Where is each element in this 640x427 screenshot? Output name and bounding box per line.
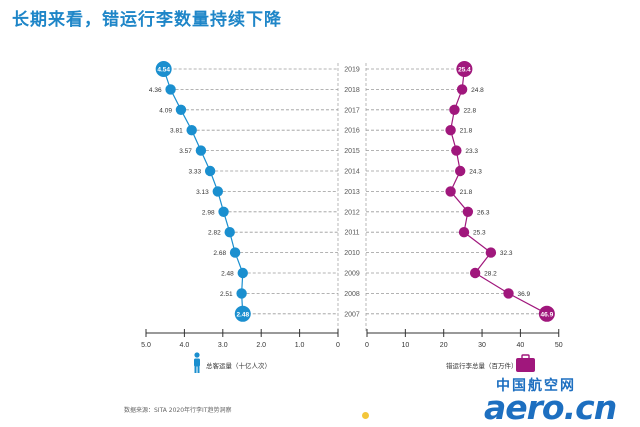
year-label: 2019 — [344, 67, 360, 74]
passenger-data-label: 2.48 — [236, 311, 249, 318]
baggage-data-label: 23.3 — [465, 148, 478, 155]
year-label: 2009 — [344, 271, 360, 278]
passenger-data-label: 3.57 — [179, 148, 192, 155]
baggage-tick-label: 50 — [555, 342, 563, 349]
passenger-point — [236, 288, 247, 299]
passenger-data-label: 3.13 — [196, 189, 209, 196]
baggage-point — [469, 267, 481, 279]
passenger-point — [224, 227, 235, 238]
baggage-point — [449, 104, 460, 116]
suitcase-icon-body — [516, 358, 535, 372]
baggage-data-label: 32.3 — [500, 250, 513, 257]
baggage-tick-label: 30 — [478, 342, 486, 349]
baggage-point — [454, 165, 466, 177]
watermark-cn: 中国航空网 — [496, 378, 576, 394]
baggage-point — [538, 305, 555, 322]
baggage-point — [503, 288, 514, 299]
baggage-legend-label: 错运行李总量（百万件） — [446, 361, 518, 370]
baggage-tick-label: 40 — [517, 342, 525, 349]
year-label: 2017 — [344, 107, 360, 114]
baggage-point — [456, 84, 468, 95]
data-source-note: 数据来源：SITA 2020年行李IT趋势洞察 — [124, 407, 232, 414]
axes: 5.0 4.0 3.0 2.0 1.0 0 0 10 20 30 40 50 — [141, 329, 563, 349]
passenger-legend-label: 总客运量（十亿人次） — [206, 361, 271, 370]
legend: 总客运量（十亿人次） 错运行李总量（百万件） — [194, 352, 535, 373]
passenger-data-label: 2.51 — [220, 291, 233, 298]
passenger-data-label: 4.09 — [159, 107, 172, 114]
baggage-data-label: 25.4 — [458, 67, 471, 74]
baggage-data-label: 21.8 — [460, 128, 473, 135]
baggage-tick-label: 0 — [365, 342, 369, 349]
passenger-data-label: 2.68 — [213, 250, 226, 257]
passenger-data-label: 3.33 — [188, 169, 201, 176]
baggage-point — [485, 247, 497, 258]
passenger-data-label: 3.81 — [170, 128, 183, 135]
baggage-point — [445, 125, 456, 136]
baggage-data-label: 26.3 — [477, 209, 490, 216]
passenger-point — [229, 247, 241, 258]
person-icon-head — [194, 352, 200, 358]
page-title: 长期来看，错运行李数量持续下降 — [12, 10, 282, 30]
data-points: 4.54 4.36 4.09 3.81 3.57 3.33 3.13 2.98 2.82 2.68… — [149, 61, 555, 322]
year-label: 2016 — [344, 128, 360, 135]
baggage-point — [445, 186, 456, 197]
passenger-point — [155, 61, 172, 77]
baggage-data-label: 46.9 — [541, 311, 554, 318]
baggage-point — [462, 206, 474, 217]
year-label: 2010 — [344, 250, 360, 257]
passenger-point — [212, 186, 224, 197]
baggage-data-label: 22.8 — [463, 107, 476, 114]
passenger-data-label: 2.82 — [208, 230, 221, 237]
passenger-tick-label: 4.0 — [180, 342, 190, 349]
passenger-point — [175, 104, 187, 116]
baggage-data-label: 36.9 — [518, 291, 531, 298]
passenger-point — [218, 206, 229, 217]
passenger-point — [195, 145, 207, 156]
decorative-dot — [362, 412, 369, 419]
year-label: 2014 — [344, 169, 360, 176]
grid-lines — [163, 63, 547, 333]
baggage-data-label: 25.3 — [473, 230, 486, 237]
person-icon-leg — [194, 366, 197, 373]
passenger-tick-label: 2.0 — [256, 342, 266, 349]
passenger-tick-label: 3.0 — [218, 342, 228, 349]
baggage-tick-label: 20 — [440, 342, 448, 349]
passenger-point — [237, 267, 248, 279]
person-icon-leg — [197, 366, 200, 373]
year-label: 2015 — [344, 148, 360, 155]
passenger-point — [234, 305, 251, 322]
person-icon — [194, 352, 200, 373]
year-label: 2012 — [344, 209, 360, 216]
passenger-point — [204, 165, 216, 177]
baggage-tick-label: 10 — [401, 342, 409, 349]
passenger-data-label: 2.98 — [202, 209, 215, 216]
baggage-point — [458, 227, 470, 238]
passenger-tick-label: 5.0 — [141, 342, 151, 349]
baggage-point — [451, 145, 462, 156]
baggage-data-label: 24.8 — [471, 87, 484, 94]
suitcase-icon — [516, 354, 535, 372]
baggage-point — [456, 61, 473, 77]
passenger-point — [165, 84, 176, 95]
year-label: 2007 — [344, 311, 360, 318]
year-label: 2013 — [344, 189, 360, 196]
year-label: 2008 — [344, 291, 360, 298]
baggage-data-label: 24.3 — [469, 169, 482, 176]
passenger-point — [186, 125, 197, 136]
year-label: 2018 — [344, 87, 360, 94]
baggage-data-label: 21.8 — [460, 189, 473, 196]
person-icon-body — [194, 358, 200, 367]
passenger-data-label: 4.36 — [149, 87, 162, 94]
passenger-tick-label: 0 — [336, 342, 340, 349]
year-label: 2011 — [344, 230, 359, 237]
passenger-data-label: 4.54 — [157, 67, 170, 74]
year-labels: 2019 2018 2017 2016 2015 2014 2013 2012 2011 2010… — [344, 67, 360, 319]
passenger-tick-label: 1.0 — [295, 342, 305, 349]
watermark-logo: aero.cn — [484, 388, 617, 427]
baggage-data-label: 28.2 — [484, 271, 497, 278]
passenger-data-label: 2.48 — [221, 271, 234, 278]
